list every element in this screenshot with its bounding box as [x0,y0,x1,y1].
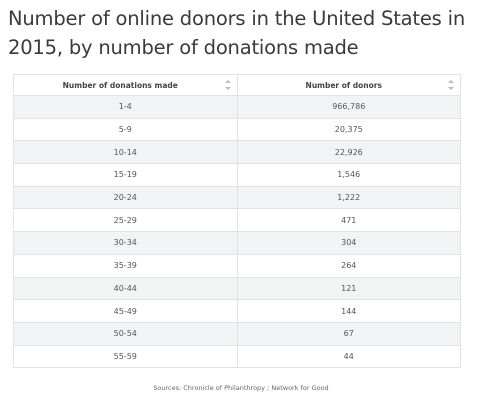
chart-title: Number of online donors in the United St… [8,7,465,59]
table-row: 10-14 22,926 [13,140,461,165]
donations-range-cell: 35-39 [13,253,238,278]
donations-range-cell: 1-4 [13,95,238,119]
donations-range-cell: 30-34 [13,231,238,255]
source-note: Sources: Chronicle of Philanthropy ; Net… [153,384,329,392]
donor-count-cell: 44 [236,344,461,369]
table-row: 45-49 144 [13,299,461,323]
table-row: 1-4 966,786 [13,95,461,119]
table-header-row: Number of donations made Number of donor… [13,74,461,96]
data-table: Number of donations made Number of donor… [13,74,461,369]
donations-range-cell: 40-44 [13,276,238,301]
table-row: 20-24 1,222 [13,185,461,210]
donor-count-cell: 471 [236,208,461,233]
donor-count-cell: 1,222 [236,185,461,210]
donations-range-cell: 55-59 [13,344,238,369]
donations-range-cell: 50-54 [13,321,238,346]
donor-count-cell: 304 [236,231,461,255]
donations-range-cell: 10-14 [13,140,238,165]
donor-count-cell: 20,375 [236,117,461,142]
table-row: 30-34 304 [13,231,461,255]
table-row: 50-54 67 [13,321,461,346]
table-row: 35-39 264 [13,253,461,278]
donor-count-cell: 22,926 [236,140,461,165]
table-row: 55-59 44 [13,344,461,369]
donor-count-cell: 121 [236,276,461,301]
table-row: 5-9 20,375 [13,117,461,142]
table-row: 15-19 1,546 [13,163,461,187]
donor-count-cell: 1,546 [236,163,461,187]
donor-count-cell: 67 [236,321,461,346]
donations-range-cell: 15-19 [13,163,238,187]
donor-count-cell: 966,786 [236,95,461,119]
column-header-donations[interactable]: Number of donations made [13,74,238,96]
table-row: 25-29 471 [13,208,461,233]
column-header-donors[interactable]: Number of donors [236,74,461,96]
sort-arrows-icon[interactable] [448,80,454,90]
donations-range-cell: 5-9 [13,117,238,142]
sort-arrows-icon[interactable] [224,80,231,90]
table-body: 1-4 966,786 5-9 20,375 10-14 22,926 15-19 1,546… [13,95,461,369]
donations-range-cell: 45-49 [13,299,238,323]
donations-range-cell: 25-29 [13,208,238,233]
donations-range-cell: 20-24 [13,185,238,210]
column-header-label: Number of donors [305,80,382,90]
donor-count-cell: 264 [236,253,461,278]
donor-count-cell: 144 [236,299,461,323]
column-header-label: Number of donations made [62,80,178,90]
table-row: 40-44 121 [13,276,461,301]
